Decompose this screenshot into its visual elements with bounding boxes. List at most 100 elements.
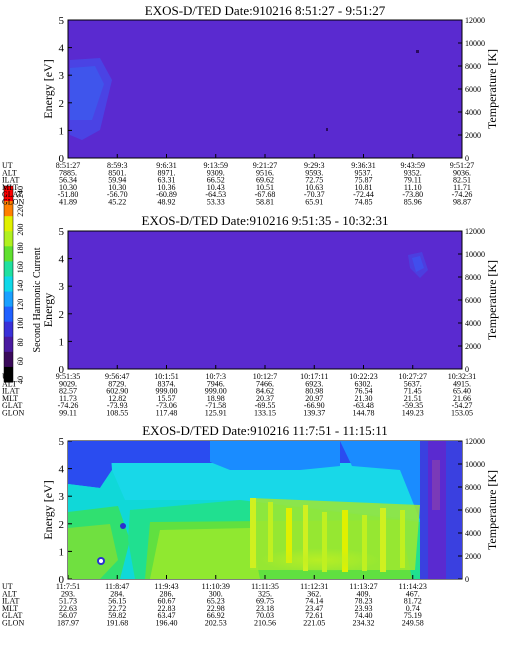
row-label: GLAT xyxy=(2,401,23,410)
table-cell: 98.87 xyxy=(453,198,471,207)
row-label: MLT xyxy=(2,183,18,192)
spectrogram-plot-area xyxy=(67,19,463,159)
table-cell: 22.98 xyxy=(207,604,225,613)
table-cell: 10.30 xyxy=(108,183,126,192)
table-cell: 74.85 xyxy=(355,198,373,207)
table-cell: 65.23 xyxy=(207,597,225,606)
y2-tick-label: 8000 xyxy=(465,483,481,492)
y-tick-label: 5 xyxy=(59,226,65,238)
colorbar-tick-label: 140 xyxy=(16,280,25,292)
row-label: UT xyxy=(2,582,13,591)
colorbar-segment xyxy=(4,351,13,368)
spectrogram-panel-1: EXOS-D/TED Date:910216 8:51:27 - 9:51:27… xyxy=(2,3,499,207)
table-cell: 78.23 xyxy=(355,597,373,606)
row-label: GLAT xyxy=(2,190,23,199)
row-label: ILAT xyxy=(2,176,19,185)
y-tick-label: 3 xyxy=(59,491,65,503)
table-cell: -67.68 xyxy=(255,190,276,199)
table-cell: 8729. xyxy=(108,379,126,388)
table-cell: 74.14 xyxy=(305,597,323,606)
y2-tick-label: 10000 xyxy=(465,250,485,259)
table-cell: 21.66 xyxy=(453,394,471,403)
orbit-info-table: UTALTILATMLTGLATGLON8:51:277885.56.3410.… xyxy=(2,161,474,207)
colorbar-segment xyxy=(4,366,13,383)
row-label: MLT xyxy=(2,394,18,403)
table-cell: 11:8:47 xyxy=(105,582,129,591)
table-cell: -73.80 xyxy=(402,190,423,199)
y-tick-label: 0 xyxy=(59,574,65,586)
colorbar-segment xyxy=(4,276,13,293)
y-axis-label-left: Energy xyxy=(41,293,55,327)
table-cell: 10:27:27 xyxy=(399,372,427,381)
table-cell: -60.89 xyxy=(156,190,177,199)
table-cell: 10.36 xyxy=(158,183,176,192)
colorbar-tick-label: 180 xyxy=(16,242,25,254)
y-tick-label: 3 xyxy=(59,281,65,293)
y-axis-left: 0 1 2 3 4 5 xyxy=(59,226,72,376)
table-cell: 48.92 xyxy=(158,198,176,207)
table-cell: 56.34 xyxy=(59,176,77,185)
table-cell: 6923. xyxy=(305,379,323,388)
y-axis-right: 0 2000 4000 6000 8000 10000 12000 xyxy=(458,16,485,163)
table-cell: 65.40 xyxy=(453,387,471,396)
table-cell: -64.53 xyxy=(205,190,226,199)
table-cell: 65.91 xyxy=(305,198,323,207)
y2-tick-label: 2000 xyxy=(465,552,481,561)
table-cell: 72.75 xyxy=(305,176,323,185)
table-cell: 10.30 xyxy=(59,183,77,192)
table-cell: 149.23 xyxy=(402,409,424,418)
colorbar-tick-label: 100 xyxy=(16,318,25,330)
table-cell: -71.58 xyxy=(205,401,226,410)
table-cell: 75.19 xyxy=(404,611,422,620)
table-cell: 9:51:27 xyxy=(450,161,474,170)
table-cell: 409. xyxy=(357,589,371,598)
table-cell: 72.61 xyxy=(305,611,323,620)
y-tick-label: 0 xyxy=(59,364,65,376)
table-cell: 362. xyxy=(307,589,321,598)
y-axis-label-left: Energy [eV] xyxy=(41,480,55,539)
table-cell: 144.78 xyxy=(353,409,375,418)
y2-tick-label: 12000 xyxy=(465,16,485,25)
table-cell: 286. xyxy=(160,589,174,598)
y2-tick-label: 4000 xyxy=(465,319,481,328)
table-cell: 53.33 xyxy=(207,198,225,207)
table-cell: 11:10:39 xyxy=(202,582,230,591)
spectrogram-features xyxy=(68,441,462,579)
table-cell: 9:21:27 xyxy=(253,161,277,170)
row-label: UT xyxy=(2,372,13,381)
table-cell: -69.55 xyxy=(255,401,276,410)
y-tick-label: 4 xyxy=(59,43,65,55)
table-cell: 325. xyxy=(258,589,272,598)
colorbar-tick-label: 220 xyxy=(16,205,25,217)
table-cell: 59.82 xyxy=(108,611,126,620)
y2-tick-label: 2000 xyxy=(465,342,481,351)
y-axis-label-left: Energy [eV] xyxy=(41,59,55,118)
table-cell: 63.47 xyxy=(158,611,176,620)
table-cell: 249.58 xyxy=(402,619,424,628)
table-cell: 20.97 xyxy=(305,394,323,403)
y2-tick-label: 6000 xyxy=(465,85,481,94)
y-tick-label: 3 xyxy=(59,70,65,82)
colorbar-label: Second Harmonic Current xyxy=(32,247,43,352)
y-tick-label: 2 xyxy=(59,309,65,321)
table-cell: 467. xyxy=(406,589,420,598)
row-label: ALT xyxy=(2,589,17,598)
table-cell: 11:13:27 xyxy=(349,582,377,591)
table-cell: 56.15 xyxy=(108,597,126,606)
table-cell: 10:17:11 xyxy=(300,372,328,381)
table-cell: 7466. xyxy=(256,379,274,388)
y-axis-right: 0 2000 4000 6000 8000 10000 12000 xyxy=(458,437,485,584)
y2-tick-label: 8000 xyxy=(465,62,481,71)
y2-tick-label: 4000 xyxy=(465,108,481,117)
table-cell: 59.94 xyxy=(108,176,126,185)
table-cell: 9:51:35 xyxy=(56,372,80,381)
table-cell: 9029. xyxy=(59,379,77,388)
colorbar-segment xyxy=(4,201,13,217)
table-cell: -74.26 xyxy=(58,401,79,410)
table-cell: 999.00 xyxy=(205,387,227,396)
table-cell: 20.37 xyxy=(256,394,274,403)
y2-tick-label: 0 xyxy=(465,575,469,584)
table-cell: 108.55 xyxy=(106,409,128,418)
table-cell: 9:36:31 xyxy=(351,161,375,170)
